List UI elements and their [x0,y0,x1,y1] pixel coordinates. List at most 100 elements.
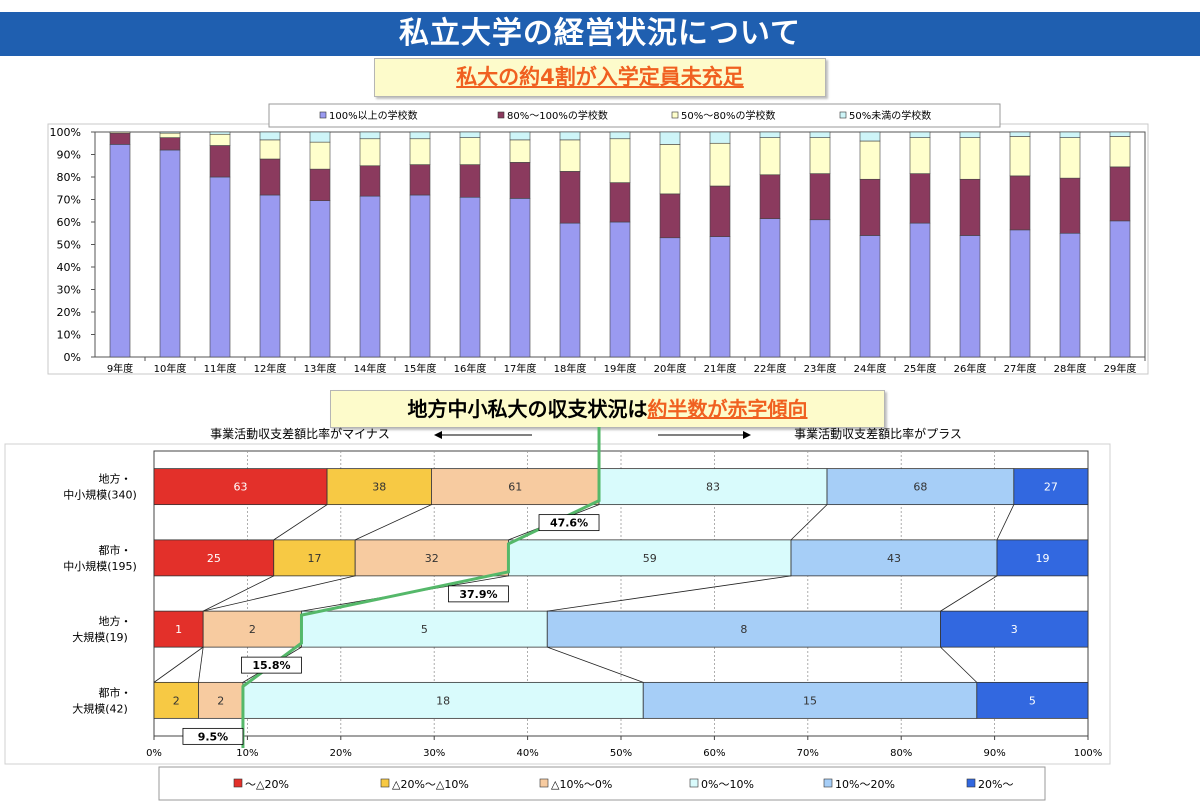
chart2-bar-segment [790,539,998,577]
chart2-legend-swatch [539,778,549,788]
chart2-data-label: 68 [913,481,927,494]
subtitle-finance-part1: 地方中小私大の収支状況は [407,397,648,421]
subtitle-enrollment: 私大の約4割が入学定員未充足 [374,58,826,97]
chart1-bar-segment [659,193,681,239]
chart1-bar-segment [409,194,431,358]
chart2-deficit-share-box [448,585,509,603]
chart2-arrowhead-right [743,431,751,439]
chart1-bar-segment [809,173,831,221]
chart1-bar-segment [409,138,431,165]
chart1-bar-segment [1109,220,1131,358]
chart2-bar-segment [153,681,199,719]
subtitle-finance: 地方中小私大の収支状況は約半数が赤字傾向 [330,390,885,428]
chart2-legend-label: △20%～△10% [392,778,469,791]
chart2-bar-segment [202,610,302,648]
chart1-bar-segment [259,194,281,358]
chart1-bar-segment [359,138,381,167]
chart2-connector-line [547,646,644,683]
chart2-xtick-label: 90% [983,748,1005,759]
chart2-data-label: 8 [740,623,747,636]
chart1-bar-segment [559,131,581,141]
chart2-bar-segment [940,610,1089,648]
chart1-xtick-label: 25年度 [904,362,937,375]
chart2-category-label: 都市・ [99,543,132,557]
chart2-data-label: 5 [1029,694,1036,707]
chart1-bar-segment [909,131,931,138]
chart2-xtick-label: 80% [890,748,912,759]
chart1-bar-segment [659,131,681,145]
chart2-xtick-label: 30% [423,748,445,759]
chart1-bar-segment [159,137,181,151]
chart1-xtick-label: 9年度 [107,362,133,375]
chart1-xtick-label: 22年度 [754,362,787,375]
chart2-deficit-share-box [538,514,600,532]
chart1-xtick-label: 27年度 [1004,362,1037,375]
chart2-axis-note-left: 事業活動収支差額比率がマイナス [210,426,390,441]
chart1-legend-swatch [839,111,847,119]
chart1-bar-segment [509,162,531,199]
title-bar [0,12,1200,56]
chart1-legend-box [268,103,1001,128]
chart2-xtick-label: 50% [610,748,632,759]
chart2-deficit-share-label: 47.6% [550,517,588,530]
chart2-data-label: 15 [803,694,817,707]
chart2-data-label: 38 [372,481,386,494]
chart2-bar-segment [508,539,792,577]
chart1-xtick-label: 26年度 [954,362,987,375]
chart2-legend-swatch [380,778,390,788]
chart2-legend-label: △10%～0% [551,778,612,791]
chart1-bar-segment [1009,131,1031,137]
chart1-legend-label: 80%～100%の学校数 [507,109,608,122]
chart1-ytick-label: 80% [57,171,81,184]
chart1-xtick-label: 14年度 [354,362,387,375]
chart1-xtick-label: 13年度 [304,362,337,375]
chart1-bar-segment [509,198,531,358]
chart1-legend-label: 100%以上の学校数 [329,109,418,122]
chart2-deficit-share-label: 37.9% [459,588,497,601]
chart2-xtick-label: 100% [1074,748,1103,759]
chart1-bar-segment [509,131,531,141]
chart2-connector-line [940,575,998,612]
chart1-bar-segment [509,139,531,163]
chart1-xtick-label: 11年度 [204,362,237,375]
chart1-bar-segment [1059,131,1081,138]
chart1-legend-swatch [319,111,327,119]
chart1-ytick-label: 40% [57,261,81,274]
chart2-bar-segment [976,681,1089,719]
chart1-bar-segment [209,145,231,178]
chart1-bar-segment [159,149,181,358]
chart2-connector-line [198,647,204,683]
chart1-ytick-label: 10% [57,329,81,342]
chart1-xtick-label: 23年度 [804,362,837,375]
chart1-bar-segment [959,235,981,358]
chart1-bar-segment [759,174,781,219]
chart2-legend-box [158,766,1046,801]
chart2-deficit-share-label: 9.5% [198,730,229,743]
chart2-data-label: 63 [234,481,248,494]
chart1-bar-segment [459,137,481,165]
chart1-ytick-label: 70% [57,194,81,207]
chart1-bar-segment [659,237,681,358]
chart1-bar-segment [459,196,481,358]
chart2-legend-label: 0%～10% [701,778,754,791]
chart1-bar-segment [159,131,181,134]
chart1-bar-segment [909,173,931,224]
chart1-bar-segment [709,185,731,237]
chart2-xtick-label: 40% [516,748,538,759]
chart1-bar-segment [759,137,781,176]
chart1-bar-segment [109,132,131,145]
chart2-data-label: 59 [643,552,657,565]
chart1-bar-segment [359,165,381,197]
chart2-bar-segment [996,539,1089,577]
chart1-bar-segment [859,131,881,142]
chart1-bar-segment [709,142,731,187]
chart1-bar-segment [659,144,681,195]
chart2-connector-line [203,575,356,612]
chart2-category-label: 大規模(42) [72,701,128,715]
chart2-data-label: 2 [173,694,180,707]
chart2-legend-label: 10%～20% [835,778,895,791]
chart2-bar-segment [198,681,244,719]
chart1-bar-segment [559,171,581,224]
chart1-bar-segment [459,164,481,198]
chart1-bar-segment [859,235,881,358]
